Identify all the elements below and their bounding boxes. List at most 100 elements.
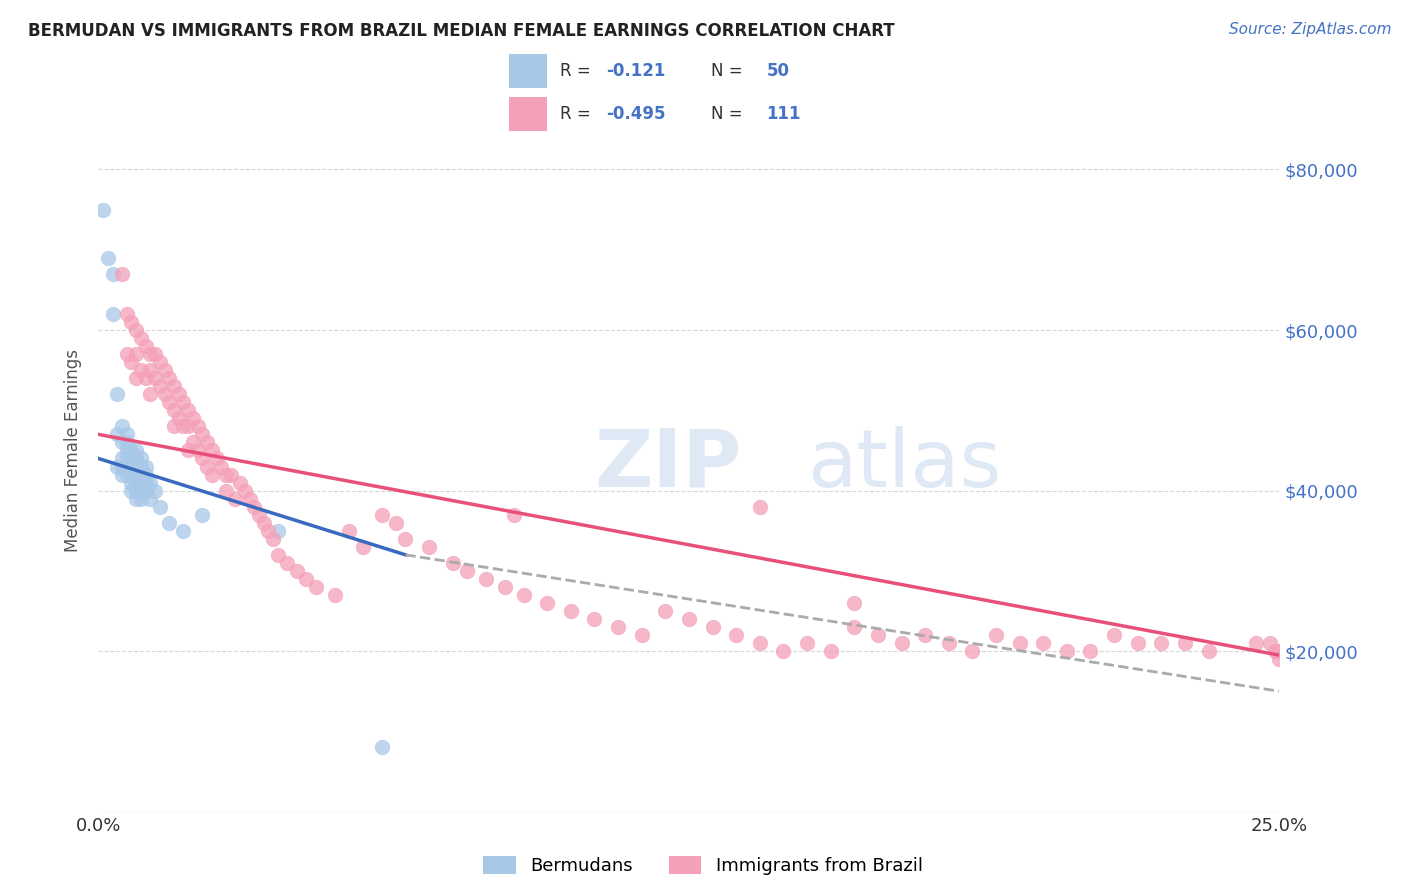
Point (121, 467, 143, 482)
Point (111, 451, 134, 466)
Point (129, 459, 152, 474)
Point (820, 644, 842, 658)
Text: ZIP: ZIP (595, 425, 742, 504)
Point (1150, 636, 1173, 650)
Text: -0.495: -0.495 (606, 105, 665, 123)
Point (115, 347, 138, 361)
Point (247, 508, 270, 522)
Point (181, 411, 204, 425)
Y-axis label: Median Female Earnings: Median Female Earnings (65, 349, 83, 552)
Point (1008, 636, 1031, 650)
Point (229, 475, 252, 490)
Point (772, 644, 794, 658)
Point (177, 403, 200, 417)
Point (172, 419, 194, 434)
Point (111, 467, 134, 482)
Point (105, 459, 128, 474)
Point (163, 419, 186, 434)
Point (101, 267, 124, 281)
Point (205, 451, 228, 466)
Point (456, 564, 478, 578)
Point (352, 540, 374, 554)
Point (233, 483, 256, 498)
Point (149, 379, 172, 393)
Point (1174, 636, 1197, 650)
Point (337, 524, 360, 538)
Point (121, 451, 143, 466)
Point (536, 596, 558, 610)
Point (125, 475, 148, 490)
Point (938, 636, 960, 650)
Point (125, 371, 148, 385)
Point (984, 628, 1007, 642)
Point (125, 323, 148, 337)
Point (866, 628, 889, 642)
Point (177, 443, 200, 458)
Point (195, 435, 218, 450)
Point (725, 628, 748, 642)
Point (418, 540, 440, 554)
Point (654, 604, 676, 618)
Point (157, 371, 180, 385)
Point (748, 636, 770, 650)
Point (115, 307, 138, 321)
Text: N =: N = (711, 105, 748, 123)
Point (267, 548, 290, 562)
Point (125, 443, 148, 458)
Point (129, 363, 152, 377)
Point (125, 483, 148, 498)
Point (167, 387, 190, 401)
Text: BERMUDAN VS IMMIGRANTS FROM BRAZIL MEDIAN FEMALE EARNINGS CORRELATION CHART: BERMUDAN VS IMMIGRANTS FROM BRAZIL MEDIA… (28, 22, 894, 40)
Point (172, 395, 194, 409)
Point (215, 483, 238, 498)
Point (125, 451, 148, 466)
Point (115, 459, 138, 474)
Point (1080, 644, 1102, 658)
Point (149, 500, 172, 514)
Point (177, 419, 200, 434)
Point (115, 443, 138, 458)
Point (135, 467, 157, 482)
Point (209, 459, 232, 474)
Point (267, 524, 290, 538)
Point (239, 491, 262, 506)
Point (1102, 628, 1125, 642)
Point (157, 516, 180, 530)
Point (560, 604, 582, 618)
Point (172, 524, 194, 538)
Point (121, 459, 143, 474)
Point (371, 508, 394, 522)
Point (890, 636, 912, 650)
Point (796, 636, 818, 650)
Point (262, 532, 284, 546)
Text: 111: 111 (766, 105, 801, 123)
Point (1056, 644, 1078, 658)
Point (111, 419, 134, 434)
Point (129, 467, 152, 482)
Point (143, 483, 166, 498)
Point (135, 475, 157, 490)
Point (1264, 644, 1286, 658)
Text: R =: R = (560, 62, 596, 80)
Point (243, 500, 266, 514)
Point (844, 596, 866, 610)
Point (121, 475, 143, 490)
Point (105, 427, 128, 442)
Point (1258, 636, 1281, 650)
Point (125, 467, 148, 482)
Point (1268, 652, 1291, 666)
Point (143, 347, 166, 361)
Point (191, 508, 214, 522)
Point (129, 491, 152, 506)
FancyBboxPatch shape (509, 97, 547, 131)
Point (139, 475, 162, 490)
Point (115, 451, 138, 466)
Point (583, 612, 606, 626)
Point (385, 516, 408, 530)
Point (115, 467, 138, 482)
Point (129, 331, 152, 345)
Point (257, 524, 280, 538)
Point (607, 620, 630, 634)
Text: -0.121: -0.121 (606, 62, 665, 80)
Point (295, 572, 318, 586)
